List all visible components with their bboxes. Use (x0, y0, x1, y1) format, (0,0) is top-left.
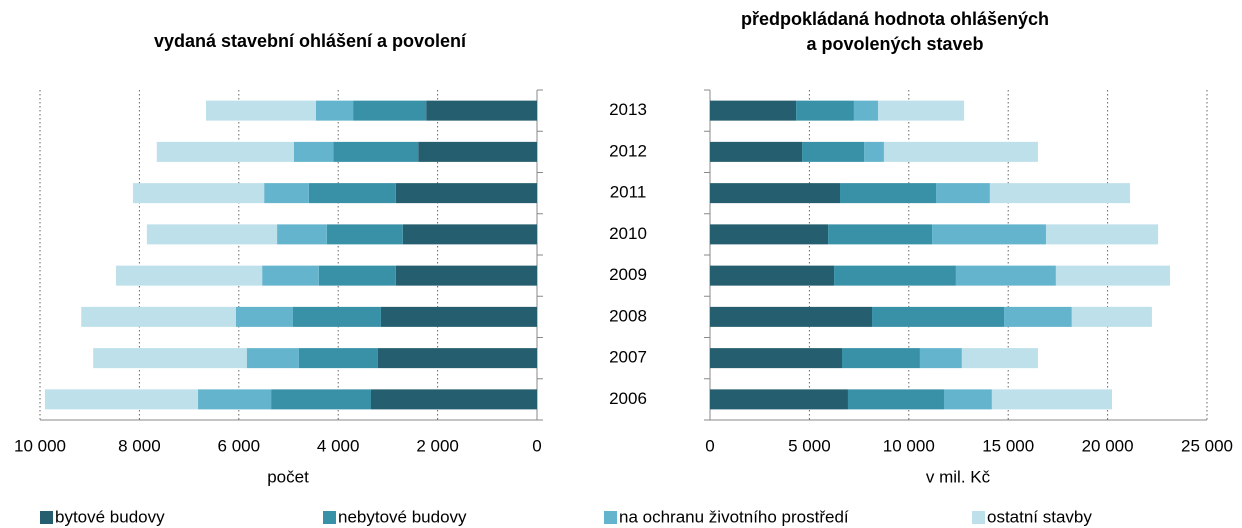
bar (1004, 306, 1072, 327)
bar (277, 224, 327, 245)
bar (308, 183, 396, 204)
y-tick-label: 2008 (609, 306, 647, 325)
y-tick-label: 2012 (609, 141, 647, 160)
y-tick-label: 2010 (609, 224, 647, 243)
bar (710, 265, 835, 286)
legend-label: na ochranu životního prostředí (619, 507, 849, 526)
x-tick-label: 8 000 (118, 436, 161, 455)
y-tick-label: 2013 (609, 100, 647, 119)
bar (710, 183, 841, 204)
bar (872, 306, 1005, 327)
bar (961, 348, 1039, 369)
bar (802, 141, 865, 162)
legend-swatch (604, 511, 617, 524)
bar (853, 100, 878, 121)
bar (932, 224, 1046, 245)
chart-title: a povolených staveb (806, 34, 983, 54)
bar (395, 183, 537, 204)
x-tick-label: 20 000 (1082, 436, 1134, 455)
bar (955, 265, 1056, 286)
bar (292, 306, 381, 327)
bar (205, 100, 316, 121)
y-tick-label: 2007 (609, 348, 647, 367)
legend-label: nebytové budovy (338, 507, 467, 526)
x-axis-label: v mil. Kč (926, 467, 991, 486)
bar (235, 306, 293, 327)
x-tick-label: 10 000 (883, 436, 935, 455)
bar (710, 100, 797, 121)
bar (371, 389, 537, 410)
bar (426, 100, 537, 121)
legend-label: ostatní stavby (987, 507, 1092, 526)
bar (326, 224, 403, 245)
bar (842, 348, 920, 369)
bar (1045, 224, 1159, 245)
x-tick-label: 15 000 (982, 436, 1034, 455)
bar (991, 389, 1112, 410)
legend-swatch (323, 511, 336, 524)
bar (943, 389, 992, 410)
bar (271, 389, 372, 410)
bar (264, 183, 309, 204)
y-tick-label: 2009 (609, 265, 647, 284)
x-tick-label: 5 000 (788, 436, 831, 455)
bar (1055, 265, 1171, 286)
x-tick-label: 0 (705, 436, 714, 455)
bar (333, 141, 419, 162)
bar (864, 141, 884, 162)
bar (877, 100, 965, 121)
bar (710, 141, 803, 162)
x-tick-label: 6 000 (218, 436, 261, 455)
bar (198, 389, 272, 410)
bar (156, 141, 294, 162)
x-tick-label: 4 000 (317, 436, 360, 455)
bar (796, 100, 854, 121)
bar (936, 183, 990, 204)
legend-label: bytové budovy (55, 507, 165, 526)
bar (395, 265, 537, 286)
bar (919, 348, 962, 369)
bar (146, 224, 278, 245)
bar (710, 389, 848, 410)
chart-title: vydaná stavební ohlášení a povolení (154, 31, 467, 51)
bar (116, 265, 263, 286)
legend-swatch (40, 511, 53, 524)
bar (840, 183, 937, 204)
y-tick-label: 2006 (609, 389, 647, 408)
x-tick-label: 10 000 (14, 436, 66, 455)
bar (293, 141, 334, 162)
y-tick-label: 2011 (610, 183, 647, 202)
bar (262, 265, 319, 286)
bar (81, 306, 236, 327)
bar (710, 224, 829, 245)
x-axis-label: počet (267, 467, 309, 486)
x-tick-label: 2 000 (416, 436, 459, 455)
bar (828, 224, 933, 245)
bar (377, 348, 537, 369)
bar (402, 224, 537, 245)
x-tick-label: 25 000 (1181, 436, 1233, 455)
legend-swatch (972, 511, 985, 524)
x-tick-label: 0 (532, 436, 541, 455)
bar (298, 348, 378, 369)
bar (380, 306, 537, 327)
bar (132, 183, 265, 204)
bar (834, 265, 956, 286)
bar (418, 141, 537, 162)
bar (710, 306, 873, 327)
bar (847, 389, 944, 410)
chart-title: předpokládaná hodnota ohlášených (741, 9, 1049, 29)
bar (93, 348, 247, 369)
bar (1071, 306, 1152, 327)
bar (353, 100, 427, 121)
bar (246, 348, 299, 369)
bar (883, 141, 1039, 162)
bar (44, 389, 199, 410)
bar (318, 265, 396, 286)
bar (315, 100, 354, 121)
bar (710, 348, 843, 369)
bar (989, 183, 1131, 204)
